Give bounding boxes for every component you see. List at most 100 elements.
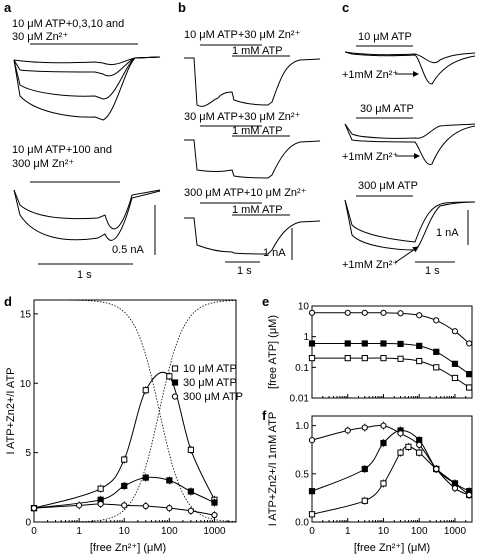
panel-letter-e: e — [262, 294, 269, 309]
f-series-1-point-1 — [308, 511, 316, 518]
d-y-tick-label: 0 — [25, 518, 31, 529]
panel-letter-d: d — [4, 294, 12, 309]
e-series-2-point-5 — [397, 340, 404, 348]
d-x-tick-label: 10 — [119, 526, 131, 537]
e-series-2-point-8 — [451, 360, 459, 367]
e-series-3-point-1 — [308, 309, 316, 316]
d-y-tick-label: 15 — [20, 309, 32, 320]
d-series-2-point-6 — [187, 488, 194, 495]
e-series-1-point-7 — [433, 364, 440, 371]
d-series-3-point-5 — [142, 502, 149, 510]
d-series-3-point-4 — [121, 502, 128, 509]
panel-b-scale-current: 1 nA — [263, 247, 286, 259]
panel-f-data-marks — [308, 421, 473, 519]
panel-d-legend-marker-2 — [171, 379, 179, 386]
e-series-1-point-4 — [380, 355, 387, 362]
panel-f-y-axis-label: I ATP+Zn2+/I 1mM ATP — [267, 412, 279, 527]
panel-f-x-ticks: 0 1 10 100 1000 — [309, 518, 473, 537]
panel-b-trace2 — [184, 139, 321, 179]
panel-c-zn-label-1: +1mM Zn²⁺ — [342, 69, 398, 81]
panel-letter-c: c — [342, 0, 349, 15]
panel-a-traces-bottom — [13, 189, 161, 241]
e-series-3-point-4 — [380, 309, 387, 316]
panel-d: d 0 5 10 15 0 1 10 100 1000 10 μM ATP 30 μM ATP 3… — [4, 294, 243, 554]
panel-c-trace1-label: 10 μM ATP — [358, 31, 412, 43]
d-series-3-point-7 — [187, 507, 194, 514]
d-series-1-point-4 — [142, 387, 149, 394]
f-series-1-point-6 — [416, 449, 423, 456]
e-series-3-point-7 — [433, 317, 440, 324]
d-y-tick-label: 10 — [20, 379, 32, 390]
panel-d-dotted-curves — [34, 299, 237, 523]
d-series-2-point-7 — [211, 499, 218, 506]
panel-d-legend-label-1: 10 μM ATP — [183, 363, 237, 375]
panel-e: e 0.01 0.1 1 10 [free ATP] (μM) — [262, 294, 473, 405]
panel-c-trace3 — [344, 199, 476, 251]
d-y-tick-label: 5 — [25, 448, 31, 459]
panel-c-zn-label-3: +1mM Zn²⁺ — [342, 259, 398, 271]
panel-d-data-marks — [30, 372, 218, 520]
d-series-1-point-3 — [121, 456, 128, 463]
f-x-tick-label: 1 — [345, 526, 351, 537]
e-series-2-point-7 — [433, 348, 440, 355]
panel-d-x-axis-label: [free Zn²⁺] (μM) — [90, 542, 166, 554]
e-series-2-point-3 — [361, 340, 368, 347]
panel-b-trace2-label: 30 μM ATP+30 μM Zn²⁺ — [184, 111, 301, 123]
f-series-1-point-4 — [397, 449, 404, 456]
panel-d-x-ticks: 0 1 10 100 1000 — [31, 518, 237, 537]
f-fit-curve-2 — [311, 429, 470, 492]
panel-d-legend-label-3: 300 μM ATP — [183, 391, 243, 403]
e-series-1-point-9 — [466, 384, 473, 391]
e-series-2-point-2 — [344, 340, 351, 347]
panel-letter-a: a — [4, 0, 12, 15]
panel-d-dotted-falling-curve — [34, 299, 237, 522]
e-series-1-point-6 — [416, 357, 423, 365]
f-series-3-point-5 — [397, 430, 404, 437]
e-y-tick-label: 1 — [303, 332, 309, 343]
f-x-tick-label: 1000 — [444, 526, 467, 537]
e-y-tick-label: 0.01 — [290, 394, 310, 405]
f-series-3-point-9 — [466, 491, 473, 499]
panel-b-trace3-label: 300 μM ATP+10 μM Zn²⁺ — [184, 187, 307, 199]
e-series-1-point-3 — [361, 355, 368, 362]
panel-e-frame — [311, 305, 473, 399]
panel-c-trace2 — [344, 123, 476, 165]
panel-e-data-marks — [308, 309, 473, 391]
d-x-tick-label: 1 — [76, 526, 82, 537]
f-series-3-point-3 — [361, 424, 368, 431]
f-y-tick-label: 1.0 — [295, 421, 309, 432]
panel-d-y-ticks: 0 5 10 15 — [20, 309, 38, 529]
panel-f-fit-curves — [311, 424, 470, 515]
f-series-2-point-1 — [308, 488, 316, 495]
e-series-1-point-1 — [308, 355, 316, 362]
panel-e-y-ticks: 0.01 0.1 1 10 — [290, 302, 316, 405]
panel-e-y-axis-label: [free ATP] (μM) — [267, 315, 279, 389]
f-x-tick-label: 10 — [378, 526, 390, 537]
f-series-3-point-2 — [344, 427, 351, 434]
d-series-1-point-2 — [97, 485, 104, 492]
panel-b-trace3 — [184, 217, 321, 255]
panel-d-dotted-rising-curve — [34, 300, 237, 523]
e-series-3-point-8 — [451, 328, 459, 335]
panel-letter-f: f — [262, 408, 267, 423]
panel-c-trace1 — [344, 51, 476, 85]
panel-e-x-ticks — [311, 394, 473, 398]
e-fit-curve-3 — [312, 312, 470, 344]
e-series-2-point-4 — [380, 340, 387, 347]
f-series-3-point-8 — [451, 485, 459, 492]
e-fit-curve-2 — [312, 342, 470, 375]
e-series-2-point-1 — [308, 340, 316, 347]
e-y-tick-label: 10 — [298, 302, 310, 313]
panel-a-label-bottom-2: 300 μM Zn²⁺ — [12, 158, 74, 170]
panel-c-zn-label-2: +1mM Zn²⁺ — [342, 151, 398, 163]
f-series-3-point-1 — [308, 436, 316, 444]
panel-letter-b: b — [178, 0, 186, 15]
e-series-1-point-2 — [344, 355, 351, 362]
panel-d-frame — [33, 299, 237, 523]
f-series-1-point-2 — [361, 497, 368, 504]
panel-c-arrow-3 — [395, 246, 419, 263]
f-series-3-point-7 — [433, 465, 440, 473]
d-series-3-point-8 — [211, 511, 218, 519]
e-series-2-point-9 — [466, 371, 473, 378]
e-series-1-point-5 — [397, 355, 404, 362]
